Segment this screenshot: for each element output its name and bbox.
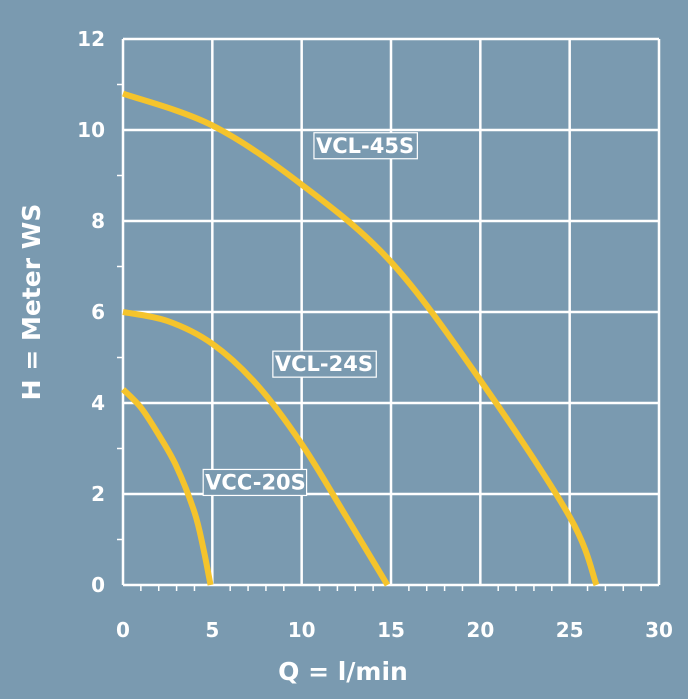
y-tick-label: 12: [77, 27, 105, 51]
series-label-box: [202, 468, 308, 497]
series-curve-vcl-24s: [122, 309, 390, 587]
x-tick-label: 25: [556, 618, 584, 642]
y-tick-label: 6: [91, 300, 105, 324]
series-label-vcl-24s: VCL-24S: [275, 352, 373, 376]
series-curve-vcc-20s: [120, 387, 214, 586]
y-tick-label: 4: [91, 391, 105, 415]
x-tick-label: 30: [645, 618, 673, 642]
x-tick-label: 10: [288, 618, 316, 642]
x-tick-label: 0: [116, 618, 130, 642]
series-label-vcc-20s: VCC-20S: [205, 470, 306, 494]
series-label-box: [313, 132, 418, 160]
series-curve-vcl-45s: [121, 90, 600, 587]
y-axis-title: H = Meter WS: [17, 204, 46, 401]
x-tick-label: 5: [205, 618, 219, 642]
y-tick-label: 0: [91, 573, 105, 597]
x-tick-label: 20: [466, 618, 494, 642]
y-tick-label: 10: [77, 118, 105, 142]
x-axis-title: Q = l/min: [278, 657, 408, 686]
y-tick-label: 8: [91, 209, 105, 233]
y-tick-label: 2: [91, 482, 105, 506]
x-tick-label: 15: [377, 618, 405, 642]
series-label-vcl-45s: VCL-45S: [316, 134, 414, 158]
series-label-box: [272, 350, 377, 378]
